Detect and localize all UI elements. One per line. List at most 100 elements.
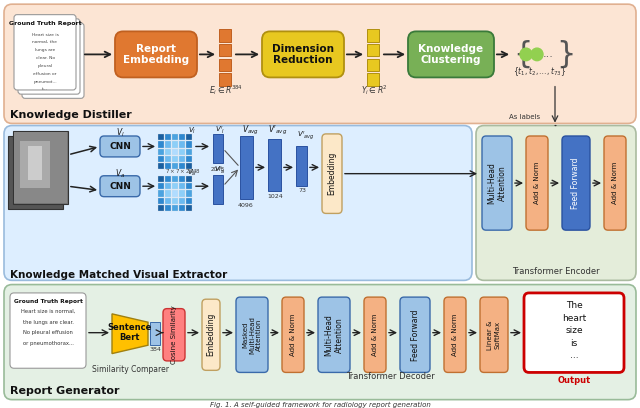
FancyBboxPatch shape (476, 126, 636, 280)
Text: $V_l$: $V_l$ (116, 126, 124, 139)
Text: Add & Norm: Add & Norm (612, 162, 618, 204)
Bar (268, 139, 281, 191)
Bar (186, 183, 192, 189)
Text: $V_{avg}$: $V_{avg}$ (241, 124, 259, 137)
Bar (172, 191, 178, 197)
Bar (8, 136, 63, 209)
Bar (179, 176, 185, 182)
Circle shape (531, 48, 543, 61)
Bar (165, 134, 171, 140)
Text: Fig. 1. A self-guided framework for radiology report generation: Fig. 1. A self-guided framework for radi… (209, 402, 431, 408)
Text: Transformer Encoder: Transformer Encoder (512, 268, 600, 277)
Bar (179, 163, 185, 169)
FancyBboxPatch shape (14, 15, 76, 90)
Text: Cosine Similarity: Cosine Similarity (171, 306, 177, 364)
Text: Embedding: Embedding (207, 313, 216, 357)
Bar (367, 44, 379, 56)
FancyBboxPatch shape (480, 297, 508, 373)
Bar (172, 183, 178, 189)
Text: $\{t_1, t_2, \ldots, t_{73}\}$: $\{t_1, t_2, \ldots, t_{73}\}$ (513, 65, 566, 78)
FancyBboxPatch shape (400, 297, 430, 373)
Bar (213, 175, 223, 204)
Bar (20, 141, 50, 188)
Text: Sentence
Bert: Sentence Bert (108, 323, 152, 342)
FancyBboxPatch shape (100, 136, 140, 157)
Bar (28, 146, 42, 180)
Bar (186, 134, 192, 140)
Bar (186, 191, 192, 197)
Text: Transformer Decoder: Transformer Decoder (346, 372, 435, 381)
Text: 4096: 4096 (238, 202, 254, 208)
FancyBboxPatch shape (524, 293, 624, 373)
Text: As labels: As labels (509, 114, 541, 120)
FancyBboxPatch shape (115, 31, 197, 78)
Text: CNN: CNN (109, 182, 131, 191)
Bar (186, 205, 192, 211)
Text: Ground Truth Report: Ground Truth Report (9, 20, 81, 26)
Text: Heart size is normal,: Heart size is normal, (21, 309, 75, 314)
Text: $V_l$: $V_l$ (188, 126, 196, 136)
Bar (179, 156, 185, 162)
FancyBboxPatch shape (100, 176, 140, 197)
Bar (14, 132, 67, 203)
Bar (165, 141, 171, 148)
Bar (367, 59, 379, 71)
Text: $V'_l$: $V'_l$ (215, 125, 225, 136)
Text: 384: 384 (149, 347, 161, 352)
Text: ...: ... (570, 351, 579, 360)
Text: $V_a$: $V_a$ (188, 168, 196, 178)
FancyBboxPatch shape (163, 308, 185, 361)
Bar (165, 191, 171, 197)
Bar (179, 198, 185, 204)
Text: Knowledge Distiller: Knowledge Distiller (10, 110, 132, 120)
Bar (13, 131, 68, 204)
Bar (172, 198, 178, 204)
Bar (219, 59, 231, 71)
Text: {: { (513, 40, 532, 69)
Text: the lungs are clear.: the lungs are clear. (22, 320, 74, 325)
FancyBboxPatch shape (364, 297, 386, 373)
Bar (186, 149, 192, 155)
Text: effusion or: effusion or (33, 72, 57, 76)
Bar (219, 29, 231, 42)
Bar (158, 149, 164, 155)
Text: Multi-Head
Attention: Multi-Head Attention (324, 314, 344, 356)
Bar (165, 176, 171, 182)
Bar (158, 141, 164, 148)
Bar (172, 205, 178, 211)
Text: heart: heart (562, 313, 586, 323)
Bar (172, 156, 178, 162)
FancyBboxPatch shape (262, 31, 344, 78)
Bar (186, 198, 192, 204)
Text: 1024: 1024 (267, 194, 283, 199)
Bar (186, 141, 192, 148)
Bar (158, 205, 164, 211)
Text: Linear &
SoftMax: Linear & SoftMax (488, 320, 500, 350)
Text: Add & Norm: Add & Norm (290, 314, 296, 356)
Bar (158, 156, 164, 162)
FancyBboxPatch shape (322, 134, 342, 213)
Text: clear. No: clear. No (35, 56, 54, 60)
Text: Masked
Multi-Head
Attention: Masked Multi-Head Attention (242, 316, 262, 354)
Bar (219, 73, 231, 86)
Bar (150, 322, 160, 345)
Bar (179, 149, 185, 155)
Text: Feed Forward: Feed Forward (410, 309, 419, 361)
Text: $Y_i \in R^2$: $Y_i \in R^2$ (360, 83, 387, 97)
Bar (165, 205, 171, 211)
Text: is: is (570, 339, 578, 348)
FancyBboxPatch shape (318, 297, 350, 373)
Text: Dimension
Reduction: Dimension Reduction (272, 44, 334, 65)
FancyBboxPatch shape (10, 293, 86, 368)
Text: normal, the: normal, the (33, 40, 58, 44)
FancyBboxPatch shape (4, 284, 636, 399)
FancyBboxPatch shape (282, 297, 304, 373)
Text: Knowledge
Clustering: Knowledge Clustering (419, 44, 484, 65)
FancyBboxPatch shape (18, 19, 80, 94)
Text: $V_a$: $V_a$ (115, 167, 125, 180)
Bar (165, 198, 171, 204)
Text: $V'_{avg}$: $V'_{avg}$ (268, 124, 287, 137)
Bar (179, 134, 185, 140)
Circle shape (520, 48, 532, 61)
Text: Heart size is: Heart size is (31, 33, 58, 37)
